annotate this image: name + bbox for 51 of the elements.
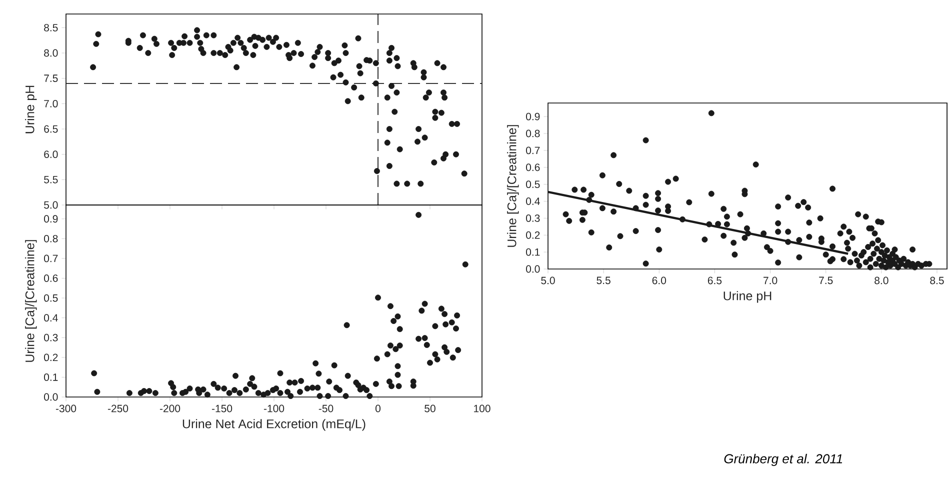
x-tick-label: 6.5: [708, 276, 722, 284]
y-tick-label: 6.5: [44, 125, 58, 133]
x-tick-label: 0: [375, 404, 381, 412]
y-tick-label: 0.4: [526, 198, 540, 205]
y-tick-label: 5.0: [44, 201, 58, 209]
y-axis-title: Urine pH: [25, 86, 37, 134]
y-tick-label: 0.3: [44, 334, 58, 342]
x-axis-title: Urine pH: [724, 291, 772, 303]
y-tick-label: 0.7: [526, 146, 540, 154]
x-tick-label: 5.5: [596, 276, 610, 284]
y-tick-label: 0.6: [526, 164, 540, 172]
x-axis-title: Urine Net Acid Excretion (mEq/L): [182, 419, 366, 431]
y-tick-label: 0.5: [526, 180, 540, 188]
y-tick-label: 6.0: [44, 150, 58, 158]
y-tick-label: 0.6: [44, 274, 58, 282]
x-tick-label: -300: [56, 404, 76, 412]
x-tick-label: -150: [212, 404, 232, 412]
y-tick-label: 8.5: [44, 24, 58, 32]
x-tick-label: 8.5: [930, 276, 944, 284]
y-tick-label: 0.8: [526, 130, 540, 138]
y-tick-label: 8.0: [44, 49, 58, 57]
y-tick-label: 0.2: [526, 231, 540, 239]
y-tick-label: 7.5: [44, 74, 58, 82]
x-tick-label: -50: [318, 404, 334, 412]
x-tick-label: 6.0: [652, 276, 666, 284]
y-tick-label: 0.1: [526, 248, 540, 256]
x-tick-label: 100: [474, 404, 490, 412]
y-axis-title: Urine [Ca]/[Creatinine]: [25, 240, 37, 362]
x-tick-label: -100: [264, 404, 284, 412]
y-tick-label: 0.8: [44, 234, 58, 242]
y-tick-label: 0.5: [44, 294, 58, 302]
x-tick-label: 5.0: [541, 276, 555, 284]
y-tick-label: 0.2: [44, 354, 58, 362]
y-tick-label: 7.0: [44, 100, 58, 108]
x-tick-label: -200: [160, 404, 180, 412]
y-tick-label: 0.4: [44, 314, 58, 322]
y-axis-title: Urine [Ca]/[Creatinine]: [507, 125, 519, 247]
y-tick-label: 0.3: [526, 214, 540, 222]
y-tick-label: 0.0: [44, 393, 58, 401]
x-tick-label: 7.5: [819, 276, 833, 284]
y-tick-label: 0.9: [526, 112, 540, 120]
text: Grünberg et al. 2011: [724, 454, 842, 466]
y-tick-label: 0.7: [44, 254, 58, 262]
y-tick-label: 0.9: [44, 215, 58, 223]
y-tick-label: 5.5: [44, 176, 58, 184]
y-tick-label: 0.1: [44, 373, 58, 381]
x-tick-label: 7.0: [764, 276, 778, 284]
x-tick-label: 50: [424, 404, 436, 412]
x-tick-label: 8.0: [874, 276, 888, 284]
x-tick-label: -250: [108, 404, 128, 412]
y-tick-label: 0.0: [526, 265, 540, 273]
